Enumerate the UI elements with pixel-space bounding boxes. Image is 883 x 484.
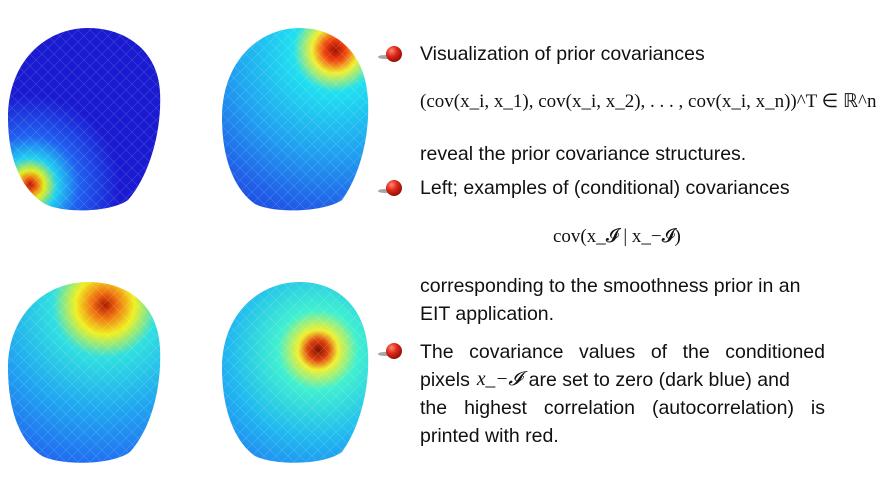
bullet-2-marker bbox=[378, 180, 402, 196]
excluded-pixels-symbol: x_−𝓘 bbox=[476, 369, 522, 390]
bullet-3-line2-post: are set to zero (dark blue) and bbox=[528, 369, 790, 391]
bullet-1-marker bbox=[378, 46, 402, 62]
bullet-3-marker bbox=[378, 343, 402, 359]
bullet-3-line2: pixels x_−𝓘 are set to zero (dark blue) … bbox=[420, 366, 825, 394]
bullet-3-line2-pre: pixels bbox=[420, 369, 470, 391]
head-1 bbox=[8, 28, 161, 211]
head-4 bbox=[222, 282, 369, 463]
bullet-2-lead: Left; examples of (conditional) covarian… bbox=[420, 177, 790, 199]
bullet-3-line1: The covariance values of the conditioned bbox=[420, 341, 825, 363]
head-figures bbox=[8, 28, 369, 463]
bullet-3-line4: printed with red. bbox=[420, 425, 559, 447]
bullet-3-line3: the highest correlation (autocorrelation… bbox=[420, 397, 825, 419]
head-2 bbox=[222, 28, 369, 211]
covariance-visualizations bbox=[0, 0, 375, 484]
conditional-covariance-formula: cov(x_𝓘 | x_−𝓘) bbox=[553, 226, 681, 247]
covariance-vector-formula: (cov(x_i, x_1), cov(x_i, x_2), . . . , c… bbox=[420, 91, 877, 112]
head-3 bbox=[8, 282, 161, 463]
bullet-2-follow-line2: EIT application. bbox=[420, 303, 555, 325]
bullet-1-lead: Visualization of prior covariances bbox=[420, 43, 705, 65]
bullet-2-follow-line1: corresponding to the smoothness prior in… bbox=[420, 275, 801, 297]
bullet-1-follow: reveal the prior covariance structures. bbox=[420, 143, 747, 165]
